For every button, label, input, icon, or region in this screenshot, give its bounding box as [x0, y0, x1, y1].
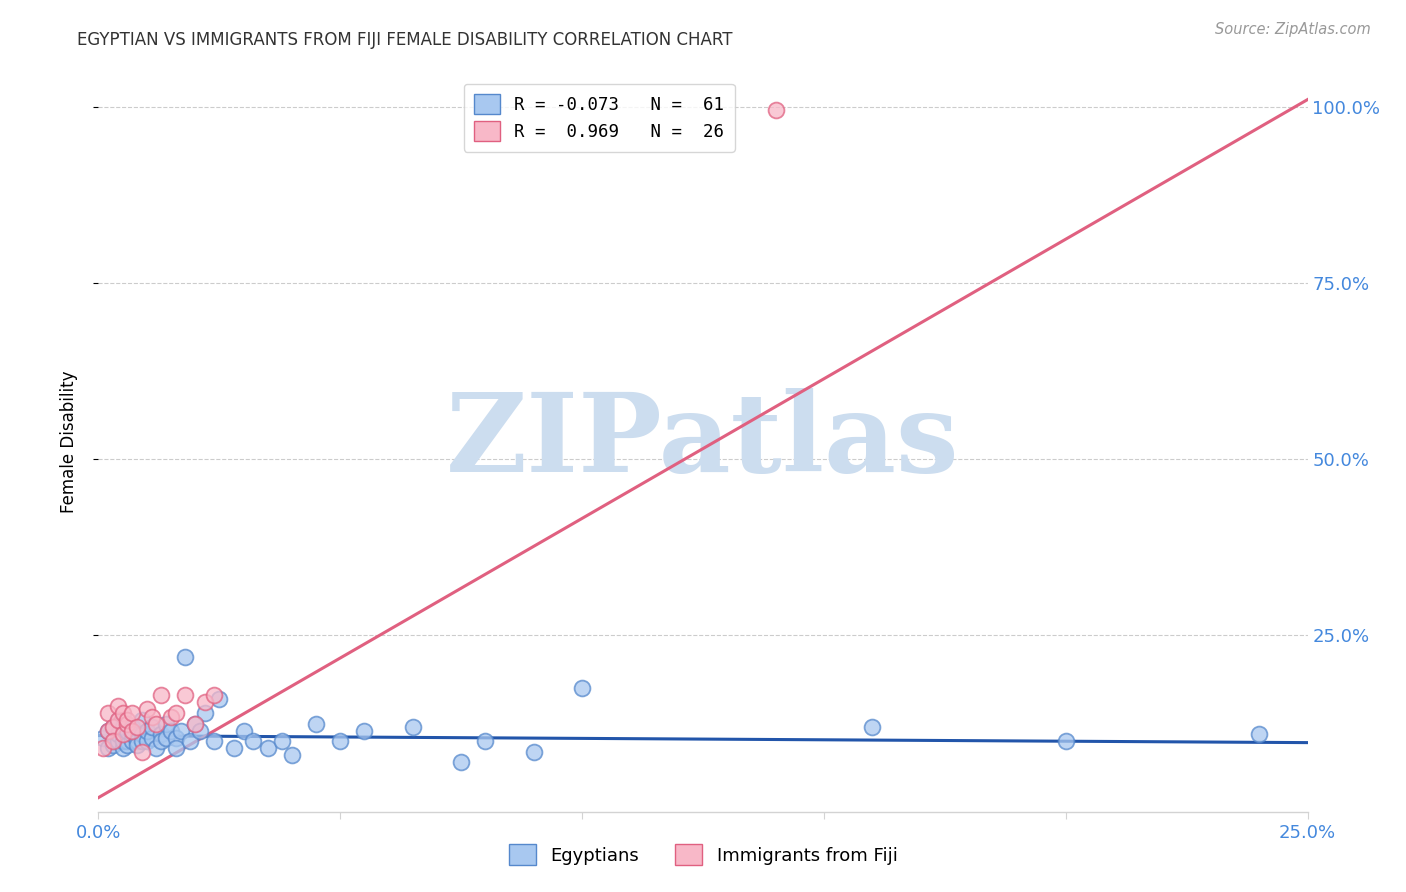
- Point: [101, 720, 124, 734]
- Point: [305, 716, 328, 731]
- Point: [329, 734, 352, 748]
- Point: [141, 709, 163, 723]
- Point: [117, 723, 139, 738]
- Point: [91, 741, 114, 756]
- Point: [174, 689, 197, 703]
- Point: [169, 723, 191, 738]
- Point: [1249, 727, 1271, 741]
- Point: [184, 716, 207, 731]
- Point: [353, 723, 375, 738]
- Point: [208, 692, 231, 706]
- Point: [111, 706, 134, 720]
- Point: [145, 716, 167, 731]
- Point: [523, 745, 546, 759]
- Point: [256, 741, 278, 756]
- Point: [121, 727, 143, 741]
- Point: [127, 738, 149, 752]
- Point: [184, 716, 207, 731]
- Point: [111, 734, 134, 748]
- Point: [107, 727, 129, 741]
- Text: ZIPatlas: ZIPatlas: [446, 388, 960, 495]
- Point: [97, 723, 120, 738]
- Point: [111, 741, 134, 756]
- Point: [121, 723, 143, 738]
- Point: [121, 706, 143, 720]
- Point: [402, 720, 425, 734]
- Point: [107, 713, 129, 727]
- Point: [131, 727, 153, 741]
- Point: [571, 681, 593, 696]
- Point: [111, 727, 134, 741]
- Point: [131, 734, 153, 748]
- Point: [1054, 734, 1077, 748]
- Point: [91, 731, 114, 745]
- Point: [135, 734, 157, 748]
- Point: [860, 720, 883, 734]
- Point: [232, 723, 254, 738]
- Point: [135, 723, 157, 738]
- Legend: R = -0.073   N =  61, R =  0.969   N =  26: R = -0.073 N = 61, R = 0.969 N = 26: [464, 84, 734, 152]
- Point: [450, 756, 472, 770]
- Point: [145, 741, 167, 756]
- Point: [765, 103, 787, 117]
- Point: [117, 716, 139, 731]
- Point: [117, 713, 139, 727]
- Point: [131, 745, 153, 759]
- Point: [150, 734, 173, 748]
- Point: [165, 741, 187, 756]
- Point: [97, 741, 120, 756]
- Point: [188, 723, 211, 738]
- Point: [204, 689, 226, 703]
- Point: [101, 734, 124, 748]
- Point: [179, 734, 201, 748]
- Point: [121, 734, 143, 748]
- Point: [127, 720, 149, 734]
- Point: [121, 720, 143, 734]
- Point: [204, 734, 226, 748]
- Point: [160, 723, 183, 738]
- Point: [271, 734, 294, 748]
- Point: [141, 720, 163, 734]
- Point: [155, 716, 177, 731]
- Point: [135, 702, 157, 716]
- Point: [107, 698, 129, 713]
- Point: [165, 706, 187, 720]
- Point: [222, 741, 245, 756]
- Point: [150, 727, 173, 741]
- Point: [111, 727, 134, 741]
- Point: [107, 734, 129, 748]
- Point: [141, 731, 163, 745]
- Point: [242, 734, 264, 748]
- Point: [160, 709, 183, 723]
- Point: [101, 720, 124, 734]
- Point: [117, 738, 139, 752]
- Point: [117, 734, 139, 748]
- Point: [281, 748, 304, 763]
- Point: [174, 649, 197, 664]
- Text: EGYPTIAN VS IMMIGRANTS FROM FIJI FEMALE DISABILITY CORRELATION CHART: EGYPTIAN VS IMMIGRANTS FROM FIJI FEMALE …: [77, 31, 733, 49]
- Point: [107, 713, 129, 727]
- Point: [150, 689, 173, 703]
- Point: [111, 720, 134, 734]
- Point: [97, 706, 120, 720]
- Point: [474, 734, 496, 748]
- Point: [194, 695, 217, 709]
- Point: [155, 731, 177, 745]
- Point: [97, 723, 120, 738]
- Point: [101, 734, 124, 748]
- Point: [131, 713, 153, 727]
- Point: [101, 738, 124, 752]
- Point: [194, 706, 217, 720]
- Y-axis label: Female Disability: Female Disability: [59, 370, 77, 513]
- Legend: Egyptians, Immigrants from Fiji: Egyptians, Immigrants from Fiji: [499, 835, 907, 874]
- Point: [127, 734, 149, 748]
- Text: Source: ZipAtlas.com: Source: ZipAtlas.com: [1215, 22, 1371, 37]
- Point: [165, 731, 187, 745]
